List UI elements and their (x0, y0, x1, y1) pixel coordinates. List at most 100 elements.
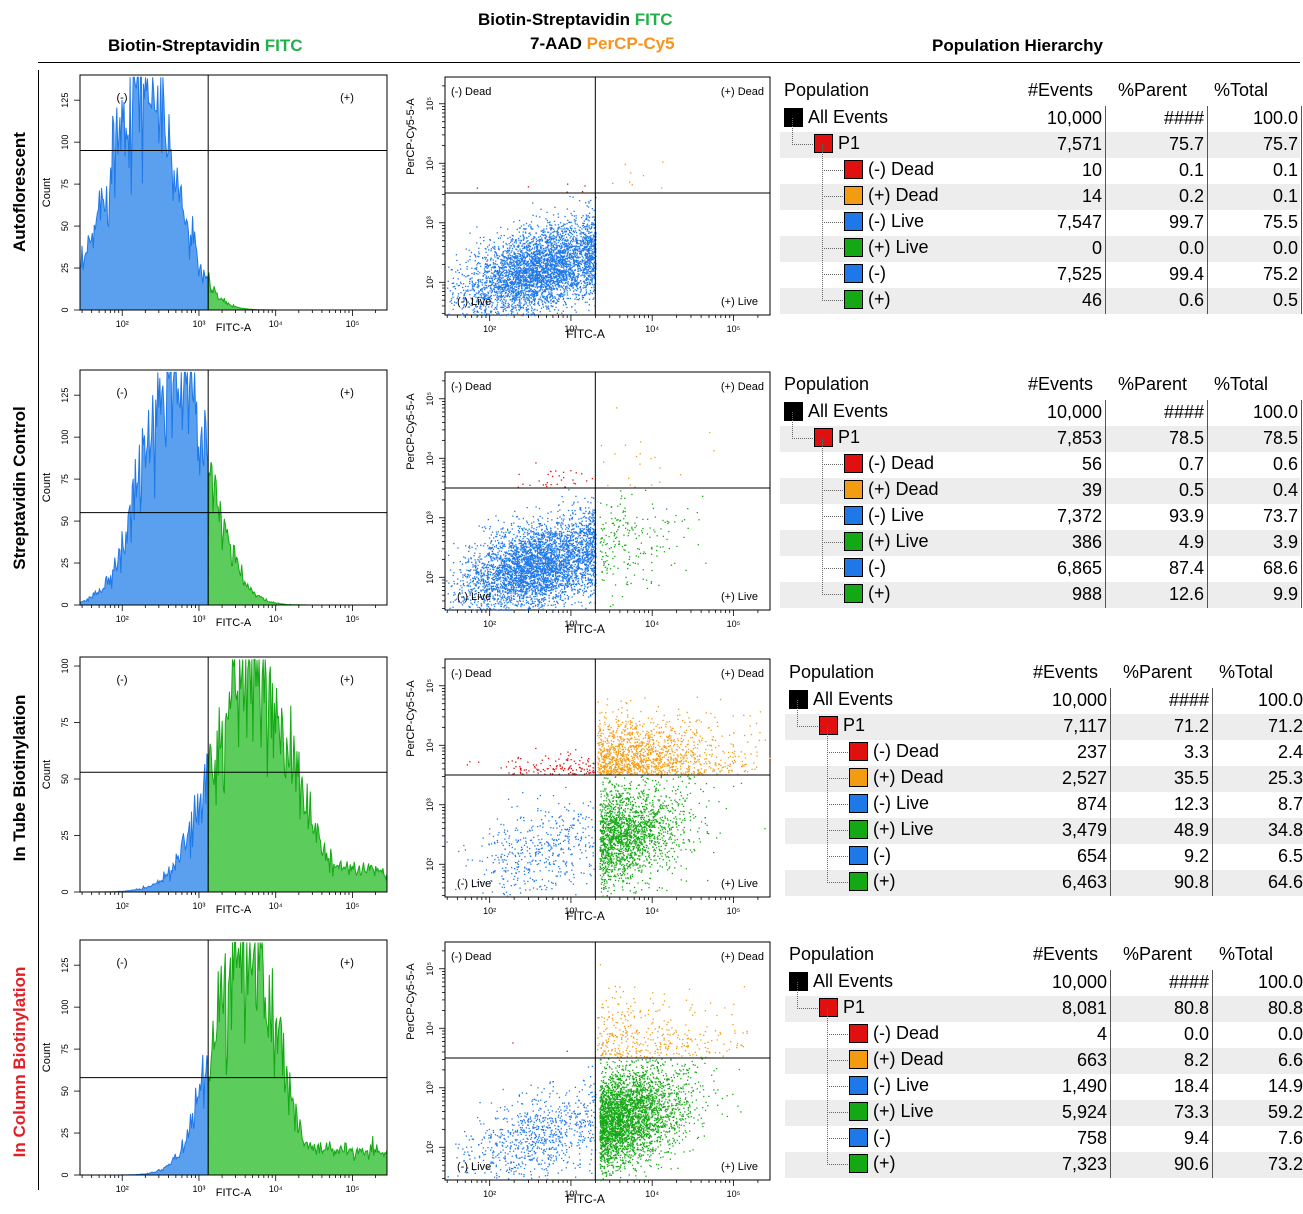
scatter-point (527, 225, 530, 227)
scatter-point (468, 303, 471, 305)
scatter-point (551, 252, 553, 254)
scatter-point (558, 265, 560, 267)
scatter-point (579, 226, 581, 229)
scatter-point (554, 206, 556, 208)
scatter-point (514, 298, 516, 301)
scatter-point (571, 516, 573, 519)
scatter-point (476, 545, 478, 547)
scatter-point (573, 290, 575, 292)
scatter-point (543, 277, 546, 280)
scatter-point (524, 540, 526, 542)
scatter-point (537, 257, 539, 259)
scatter-point (534, 236, 536, 238)
scatter-point (519, 242, 521, 244)
scatter-point (589, 228, 591, 230)
scatter-point (591, 281, 593, 283)
scatter-point (560, 524, 562, 527)
scatter-point (578, 294, 580, 296)
scatter-point (560, 249, 562, 251)
scatter-point (450, 601, 452, 603)
scatter-point (540, 294, 543, 296)
scatter-point (512, 294, 514, 296)
scatter-point (494, 251, 496, 253)
scatter-point (545, 275, 547, 277)
scatter-point (535, 250, 538, 252)
scatter-point (533, 303, 535, 306)
scatter-point (592, 245, 594, 247)
scatter-point (512, 307, 514, 310)
scatter-point (523, 271, 525, 273)
scatter-point (587, 261, 589, 263)
scatter-point (531, 308, 533, 310)
scatter-point (584, 226, 586, 228)
scatter-point (587, 548, 589, 550)
scatter-point (593, 270, 595, 272)
scatter-point (582, 237, 584, 239)
scatter-point (505, 283, 507, 285)
scatter-point (583, 248, 585, 250)
scatter-point (553, 280, 555, 282)
scatter-point (510, 241, 512, 243)
scatter-point (575, 264, 578, 266)
scatter-point (555, 237, 557, 239)
scatter-point (540, 601, 542, 604)
scatter-point (538, 239, 540, 241)
scatter-point (516, 262, 518, 264)
scatter-point (515, 273, 518, 275)
scatter-point (552, 264, 554, 266)
scatter-point (536, 258, 538, 260)
scatter-point (554, 284, 556, 286)
scatter-point (566, 228, 568, 230)
scatter-point (558, 235, 560, 238)
scatter-point (557, 228, 559, 230)
scatter-point (510, 312, 513, 315)
scatter-point (567, 245, 569, 247)
scatter-point (535, 246, 538, 248)
scatter-point (576, 234, 578, 237)
scatter-point (542, 278, 545, 280)
scatter-point (468, 274, 470, 277)
scatter-point (541, 543, 544, 546)
scatter-point (546, 211, 548, 213)
scatter-point (471, 267, 473, 269)
scatter-point (516, 267, 518, 269)
scatter-point (500, 274, 502, 276)
scatter-point (561, 243, 564, 245)
scatter-point (499, 237, 501, 239)
scatter-point (590, 292, 592, 294)
scatter-point (516, 263, 518, 265)
scatter-point (586, 228, 588, 230)
scatter-point (591, 275, 593, 277)
scatter-point (525, 228, 527, 230)
scatter-point (576, 286, 578, 288)
scatter-point (586, 283, 589, 286)
scatter-point (552, 258, 554, 260)
scatter-point (507, 304, 509, 307)
scatter-point (543, 291, 546, 293)
scatter-point (536, 287, 539, 289)
scatter-point (590, 254, 593, 256)
scatter-point (538, 261, 540, 263)
scatter-point (588, 298, 591, 300)
scatter-point (581, 580, 583, 582)
scatter-point (500, 285, 502, 287)
scatter-point (566, 290, 568, 292)
scatter-point (542, 259, 544, 261)
scatter-point (527, 286, 529, 288)
scatter-point (544, 250, 546, 252)
scatter-point (518, 266, 521, 268)
scatter-point (450, 269, 452, 271)
scatter-point (561, 312, 563, 314)
scatter-point (559, 258, 561, 260)
scatter-point (529, 304, 531, 306)
scatter-point (563, 255, 566, 257)
scatter-point (493, 271, 495, 273)
scatter-point (531, 265, 533, 267)
scatter-point (570, 229, 573, 231)
scatter-point (502, 280, 504, 282)
scatter-point (564, 294, 566, 296)
scatter-point (533, 299, 536, 301)
scatter-point (498, 292, 500, 294)
scatter-point (587, 256, 590, 259)
scatter-point (586, 239, 588, 242)
